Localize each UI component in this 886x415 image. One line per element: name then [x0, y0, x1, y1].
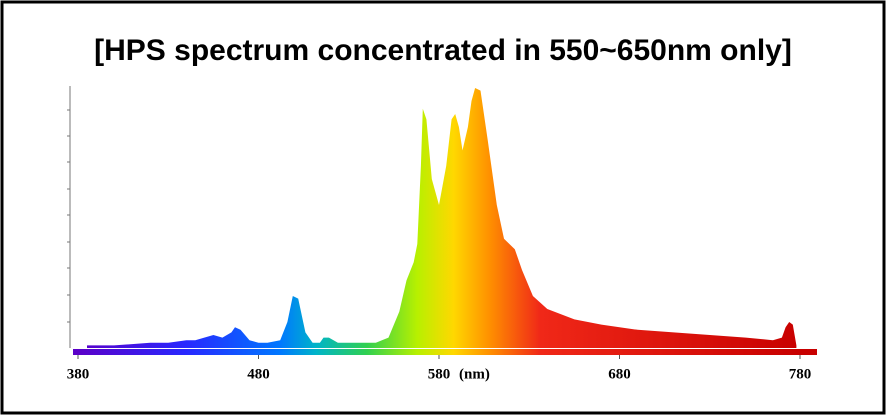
x-tick-label: 480: [247, 366, 270, 382]
x-tick-label: 580: [428, 366, 451, 382]
x-tick-label: 680: [608, 366, 631, 382]
spectrum-area: [87, 88, 797, 348]
x-tick-label: 780: [789, 366, 812, 382]
x-axis-label: (nm): [459, 366, 490, 382]
x-tick-label: 380: [67, 366, 90, 382]
y-axis-ticks: [67, 109, 70, 323]
x-axis-bar: [73, 349, 817, 355]
chart-title: [HPS spectrum concentrated in 550~650nm …: [94, 34, 792, 67]
